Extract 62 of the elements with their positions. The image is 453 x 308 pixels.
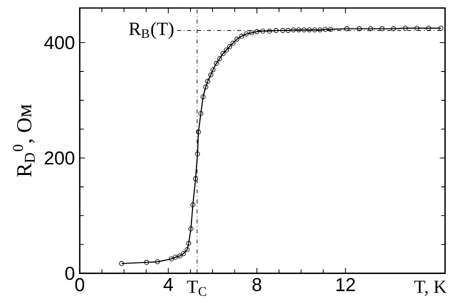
point	[254, 29, 260, 34]
point	[249, 30, 254, 36]
x-axis-title: T, K	[414, 280, 447, 296]
point	[391, 26, 396, 32]
point	[144, 260, 150, 265]
point	[312, 27, 318, 32]
x-tick-label: 4	[164, 278, 173, 291]
point	[208, 72, 214, 78]
point	[260, 28, 266, 34]
y-tick-label: 0	[65, 266, 74, 280]
ref-line-label: R$_{B}$(T)	[129, 22, 174, 39]
point	[198, 111, 204, 116]
point	[184, 247, 190, 252]
point	[318, 27, 322, 32]
point	[180, 251, 186, 256]
point	[177, 254, 182, 258]
point	[402, 26, 408, 31]
point	[322, 26, 328, 32]
point	[203, 84, 208, 90]
point	[234, 36, 240, 42]
y-tick-label: 400	[44, 36, 74, 50]
point	[306, 27, 312, 32]
ref-line-label: T$_{C}$	[187, 280, 206, 296]
x-tick-label: 0	[75, 278, 84, 292]
point	[205, 78, 210, 84]
point	[267, 28, 272, 34]
point	[426, 26, 431, 31]
point	[239, 34, 244, 39]
point	[172, 254, 178, 260]
point	[230, 40, 236, 46]
point	[195, 151, 200, 156]
point	[296, 27, 302, 32]
x-tick-label: 8	[252, 278, 262, 292]
point	[224, 48, 229, 53]
y-tick-label: 200	[44, 151, 74, 165]
point	[214, 60, 219, 66]
point	[368, 26, 374, 32]
point	[274, 28, 279, 33]
point	[220, 51, 226, 56]
point	[414, 26, 420, 31]
point	[328, 26, 334, 32]
point	[186, 240, 192, 246]
point	[290, 27, 296, 32]
point	[168, 256, 174, 262]
point	[217, 56, 222, 62]
x-tick-label: 12	[336, 278, 355, 292]
point	[196, 130, 201, 134]
point	[200, 94, 206, 100]
point	[244, 31, 249, 36]
point	[380, 26, 384, 32]
point	[188, 226, 194, 232]
point	[280, 28, 286, 33]
point	[286, 28, 291, 33]
point	[190, 202, 196, 208]
point	[344, 26, 350, 32]
point	[154, 259, 160, 264]
point	[210, 67, 216, 72]
point	[302, 27, 306, 32]
y-axis-title: R$_{D}$$^{0}$, Ом	[12, 104, 35, 177]
point	[356, 26, 362, 32]
point	[193, 176, 198, 182]
point	[227, 44, 232, 50]
